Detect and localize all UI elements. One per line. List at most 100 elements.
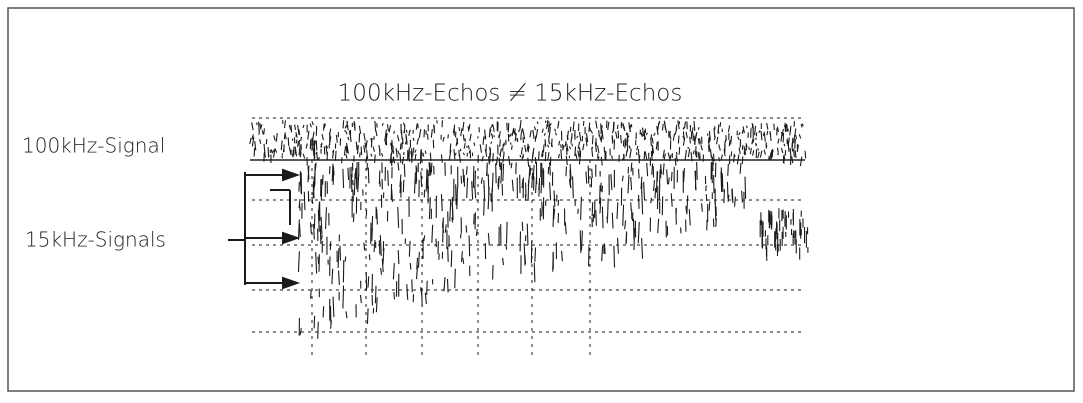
- echo-stroke: [333, 166, 334, 175]
- echo-stroke: [626, 233, 627, 244]
- echo-stroke: [527, 224, 528, 245]
- echo-stroke: [484, 197, 485, 215]
- echo-stroke: [512, 145, 513, 149]
- echo-stroke: [489, 156, 490, 164]
- echo-stroke: [353, 189, 354, 201]
- echo-stroke: [588, 166, 589, 184]
- echo-stroke: [745, 177, 746, 199]
- echo-stroke: [607, 198, 608, 219]
- echo-stroke: [394, 292, 395, 299]
- echo-stroke: [746, 126, 747, 128]
- echo-stroke: [368, 276, 369, 287]
- echo-stroke: [631, 163, 632, 172]
- echo-stroke: [573, 176, 574, 198]
- echo-stroke: [581, 197, 582, 220]
- echo-stroke: [304, 192, 305, 210]
- echo-stroke: [448, 134, 449, 138]
- echo-stroke: [330, 129, 331, 133]
- echo-stroke: [763, 134, 764, 136]
- echo-stroke: [570, 170, 571, 188]
- echo-stroke: [321, 179, 322, 201]
- echo-stroke: [416, 167, 417, 184]
- echo-stroke: [343, 120, 344, 128]
- echo-stroke: [507, 222, 508, 244]
- echo-stroke: [357, 144, 358, 150]
- echo-stroke: [313, 139, 314, 146]
- echo-stroke: [792, 143, 793, 146]
- echo-stroke: [404, 164, 405, 177]
- echo-stroke: [639, 169, 640, 178]
- echo-stroke: [772, 150, 773, 153]
- echo-stroke: [662, 124, 663, 131]
- echo-stroke: [461, 233, 462, 238]
- echo-stroke: [503, 164, 504, 181]
- signal-label: 100kHz-Signal: [22, 134, 165, 158]
- echo-stroke: [375, 286, 376, 304]
- echo-stroke: [539, 178, 540, 197]
- echo-stroke: [805, 151, 806, 159]
- echo-stroke: [709, 131, 710, 138]
- echo-stroke: [457, 187, 458, 209]
- echo-stroke: [614, 246, 615, 268]
- echo-stroke: [778, 153, 779, 155]
- echo-stroke: [323, 123, 324, 130]
- echo-stroke: [728, 164, 729, 176]
- echo-stroke: [599, 130, 600, 136]
- echo-stroke: [347, 121, 348, 123]
- echo-stroke: [474, 142, 475, 145]
- echo-stroke: [310, 139, 311, 149]
- echo-stroke: [604, 243, 605, 254]
- echo-stroke: [283, 149, 284, 153]
- echo-stroke: [596, 210, 597, 226]
- echo-stroke: [335, 151, 336, 161]
- echo-stroke: [742, 145, 743, 150]
- echo-stroke: [426, 169, 427, 192]
- echo-stroke: [756, 138, 757, 140]
- echo-stroke: [455, 153, 456, 156]
- echo-stroke: [360, 152, 361, 157]
- echo-stroke: [493, 153, 494, 162]
- echo-stroke: [592, 135, 593, 144]
- echo-stroke: [697, 162, 698, 180]
- echo-stroke: [410, 263, 411, 269]
- echo-stroke: [602, 207, 603, 229]
- echo-stroke: [734, 155, 735, 162]
- echo-stroke: [425, 151, 426, 154]
- echo-stroke: [254, 148, 255, 157]
- echo-stroke: [641, 177, 642, 189]
- echo-stroke: [466, 225, 467, 232]
- echo-stroke: [349, 131, 350, 135]
- echo-stroke: [469, 235, 470, 256]
- echo-stroke: [392, 189, 393, 202]
- echo-stroke: [264, 128, 265, 134]
- echo-stroke: [463, 169, 464, 183]
- echo-stroke: [468, 126, 469, 131]
- echo-stroke: [671, 172, 672, 181]
- echo-stroke: [443, 221, 444, 242]
- echo-stroke: [282, 153, 283, 155]
- echo-stroke: [617, 125, 618, 129]
- echo-stroke: [543, 144, 544, 152]
- echo-stroke: [676, 152, 677, 155]
- echo-stroke: [422, 288, 423, 306]
- echo-stroke: [473, 166, 474, 188]
- echo-stroke: [769, 156, 770, 160]
- echo-stroke: [732, 189, 733, 203]
- echo-stroke: [429, 165, 430, 172]
- echo-stroke: [669, 177, 670, 184]
- echo-stroke: [350, 136, 351, 142]
- echo-stroke: [375, 155, 376, 163]
- echo-stroke: [675, 158, 676, 166]
- echo-stroke: [447, 279, 448, 293]
- echo-stroke: [466, 166, 467, 174]
- echo-stroke: [534, 263, 535, 283]
- echo-stroke: [503, 144, 504, 151]
- echo-stroke: [488, 174, 489, 195]
- echo-stroke: [455, 269, 456, 289]
- echo-stroke: [771, 150, 772, 159]
- echo-stroke: [368, 168, 369, 184]
- echo-stroke: [403, 180, 404, 192]
- echo-stroke: [729, 140, 730, 146]
- echo-stroke: [709, 202, 710, 211]
- echo-stroke: [600, 185, 601, 204]
